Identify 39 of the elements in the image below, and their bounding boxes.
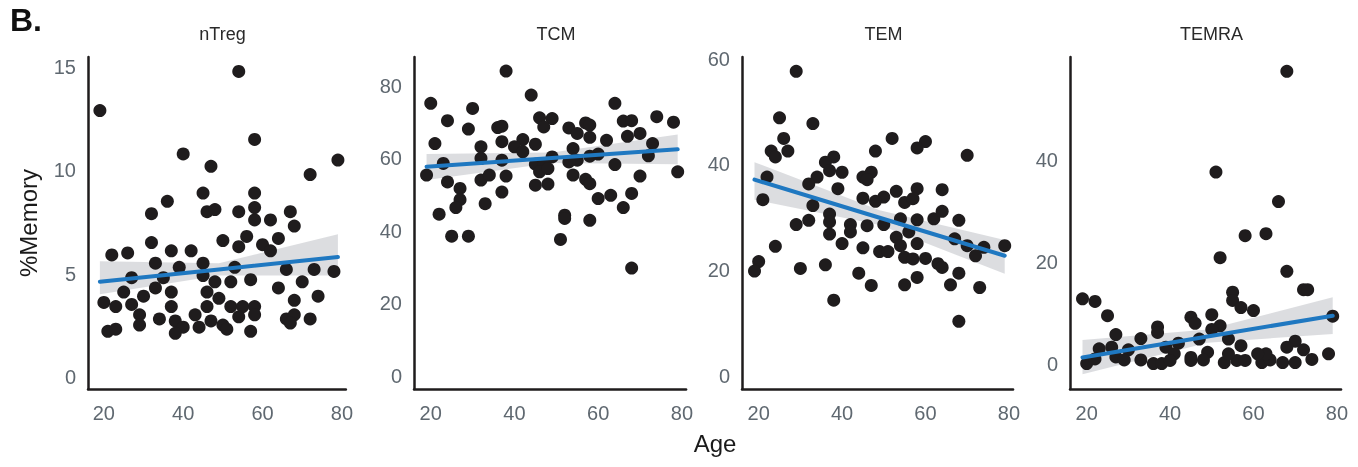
x-tick-label: 60	[587, 402, 610, 424]
x-axis-title: Age	[692, 430, 738, 458]
y-tick-label: 60	[379, 147, 402, 170]
x-tick-label: 40	[172, 402, 195, 424]
x-tick-label: 40	[1158, 402, 1182, 424]
y-tick-label: 5	[64, 262, 76, 285]
x-tick-label: 80	[997, 402, 1020, 424]
y-tick-label: 0	[64, 365, 76, 388]
y-tick-label: 0	[1046, 353, 1058, 376]
x-tick-label: 20	[747, 402, 770, 424]
y-tick-label: 0	[390, 364, 402, 387]
chart-title: TEM	[864, 24, 903, 44]
y-tick-label: 20	[1035, 251, 1058, 274]
chart-title: TEMRA	[1180, 24, 1243, 44]
x-tick-label: 20	[92, 402, 115, 424]
chart-title: nTreg	[199, 24, 246, 44]
chart-title: TCM	[536, 24, 576, 44]
x-tick-label: 80	[1325, 402, 1348, 424]
x-tick-label: 60	[914, 402, 937, 424]
y-tick-label: 15	[53, 56, 76, 79]
y-tick-label: 0	[718, 364, 730, 387]
y-tick-label: 40	[707, 153, 730, 176]
y-tick-label: 40	[379, 219, 402, 242]
x-tick-label: 20	[1075, 402, 1098, 424]
x-tick-label: 80	[330, 402, 354, 424]
x-tick-label: 60	[251, 402, 274, 424]
y-tick-label: 10	[53, 159, 76, 182]
x-tick-label: 60	[1242, 402, 1265, 424]
x-tick-label: 40	[830, 402, 854, 424]
x-tick-label: 40	[503, 402, 526, 424]
y-tick-label: 80	[379, 74, 402, 97]
y-tick-label: 40	[1035, 149, 1058, 172]
x-tick-label: 80	[670, 402, 693, 424]
y-tick-label: 20	[379, 292, 402, 315]
x-tick-label: 20	[419, 402, 442, 424]
y-tick-label: 20	[707, 259, 730, 282]
y-tick-label: 60	[707, 47, 730, 70]
text: B.	[10, 2, 42, 39]
y-axis-title: %Memory	[14, 168, 42, 278]
